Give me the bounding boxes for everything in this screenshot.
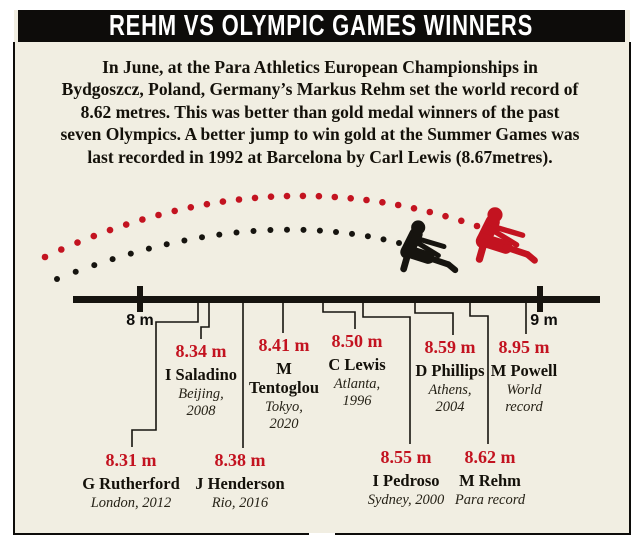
record-event: Beijing, 2008 bbox=[178, 386, 224, 419]
page-title: REHM VS OLYMPIC GAMES WINNERS bbox=[109, 9, 534, 42]
record-c-lewis: 8.50 m C Lewis Atlanta, 1996 bbox=[292, 331, 422, 409]
record-event: Sydney, 2000 bbox=[367, 492, 445, 508]
record-m-rehm: 8.62 m M Rehm Para record bbox=[425, 447, 555, 509]
connector-m-rehm bbox=[469, 300, 489, 444]
record-event: Rio, 2016 bbox=[211, 495, 269, 511]
border-left bbox=[13, 42, 15, 535]
record-athlete: J Henderson bbox=[195, 474, 285, 493]
border-right bbox=[629, 42, 631, 535]
record-m-tentoglou: 8.41 m M Tentoglou Tokyo, 2020 bbox=[219, 335, 349, 432]
connector-i-saladino bbox=[200, 300, 210, 339]
record-m-powell: 8.95 m M Powell World record bbox=[459, 337, 589, 415]
axis-tick-9m bbox=[537, 286, 543, 312]
record-distance: 8.41 m bbox=[258, 335, 310, 355]
axis-tick-label-9m: 9 m bbox=[530, 312, 558, 329]
intro-paragraph: In June, at the Para Athletics European … bbox=[60, 57, 580, 167]
infographic-background bbox=[14, 10, 630, 533]
connector-c-lewis bbox=[322, 300, 356, 329]
record-event: London, 2012 bbox=[90, 495, 172, 511]
record-distance: 8.38 m bbox=[214, 450, 266, 470]
record-distance: 8.50 m bbox=[331, 331, 383, 351]
record-event: Para record bbox=[454, 492, 526, 508]
record-distance: 8.59 m bbox=[424, 337, 476, 357]
black-trajectory-dots bbox=[54, 226, 402, 282]
connector-g-rutherford bbox=[131, 300, 199, 447]
record-athlete: C Lewis bbox=[328, 355, 386, 374]
record-distance: 8.62 m bbox=[464, 447, 516, 467]
record-athlete: I Saladino bbox=[165, 365, 237, 384]
title-bar: REHM VS OLYMPIC GAMES WINNERS bbox=[18, 10, 625, 42]
record-distance: 8.34 m bbox=[175, 341, 227, 361]
record-athlete: D Phillips bbox=[415, 361, 485, 380]
record-d-phillips: 8.59 m D Phillips Athens, 2004 bbox=[385, 337, 515, 415]
connector-i-pedroso bbox=[362, 300, 411, 444]
record-i-pedroso: 8.55 m I Pedroso Sydney, 2000 bbox=[341, 447, 471, 509]
record-event: Tokyo, 2020 bbox=[265, 399, 303, 432]
record-athlete: M Rehm bbox=[459, 471, 521, 490]
record-event: Atlanta, 1996 bbox=[333, 376, 381, 409]
record-g-rutherford: 8.31 m G Rutherford London, 2012 bbox=[66, 450, 196, 512]
record-event: World record bbox=[505, 382, 543, 415]
record-athlete: G Rutherford bbox=[82, 474, 180, 493]
record-distance: 8.55 m bbox=[380, 447, 432, 467]
connector-d-phillips bbox=[414, 300, 454, 335]
record-athlete: M Tentoglou bbox=[249, 359, 319, 397]
record-athlete: I Pedroso bbox=[372, 471, 440, 490]
record-i-saladino: 8.34 m I Saladino Beijing, 2008 bbox=[136, 341, 266, 419]
record-j-henderson: 8.38 m J Henderson Rio, 2016 bbox=[175, 450, 305, 512]
record-distance: 8.95 m bbox=[498, 337, 550, 357]
record-distance: 8.31 m bbox=[105, 450, 157, 470]
record-athlete: M Powell bbox=[490, 361, 558, 380]
record-event: Athens, 2004 bbox=[428, 382, 472, 415]
border-bottom-left-segment bbox=[13, 533, 309, 535]
black-jumper-icon bbox=[400, 220, 459, 274]
red-jumper-icon bbox=[475, 207, 538, 264]
border-bottom-right-segment bbox=[335, 533, 631, 535]
red-trajectory-dots bbox=[41, 192, 481, 261]
axis-tick-8m bbox=[137, 286, 143, 312]
axis-tick-label-8m: 8 m bbox=[126, 312, 154, 329]
measure-axis bbox=[73, 296, 600, 303]
